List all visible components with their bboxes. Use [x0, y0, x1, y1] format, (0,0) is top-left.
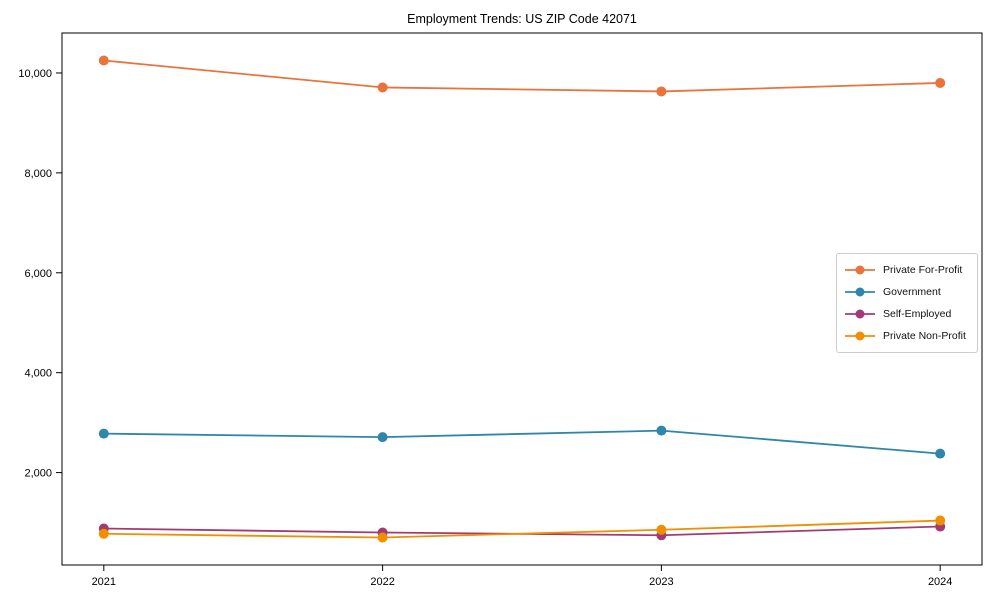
x-tick-label: 2023: [649, 576, 673, 588]
data-point: [98, 428, 109, 439]
legend-item: Private Non-Profit: [845, 325, 969, 347]
legend-label: Government: [883, 286, 941, 298]
legend-label: Private For-Profit: [883, 264, 963, 276]
data-point: [377, 532, 388, 543]
data-point: [377, 432, 388, 443]
x-tick-label: 2021: [92, 576, 116, 588]
legend-label: Self-Employed: [883, 308, 952, 320]
data-point: [98, 528, 109, 539]
data-point: [377, 82, 388, 93]
y-tick-label: 10,000: [18, 68, 52, 80]
series-line: [103, 519, 941, 539]
y-tick-label: 6,000: [24, 268, 52, 280]
data-point: [656, 425, 667, 436]
y-tick-label: 4,000: [24, 368, 52, 380]
legend-item: Government: [845, 281, 969, 303]
legend-marker-icon: [845, 265, 875, 275]
legend-item: Private For-Profit: [845, 259, 969, 281]
data-point: [935, 515, 946, 526]
y-tick-label: 2,000: [24, 468, 52, 480]
legend-marker-icon: [845, 309, 875, 319]
y-tick-label: 8,000: [24, 168, 52, 180]
plot-frame: [61, 32, 983, 566]
data-point: [935, 448, 946, 459]
data-point: [656, 86, 667, 97]
data-point: [935, 77, 946, 88]
legend-marker-icon: [845, 331, 875, 341]
legend: Private For-Profit Government Self-Employe…: [836, 253, 978, 353]
legend-item: Self-Employed: [845, 303, 969, 325]
legend-marker-icon: [845, 287, 875, 297]
x-tick-label: 2024: [928, 576, 952, 588]
data-point: [98, 55, 109, 66]
data-point: [656, 524, 667, 535]
x-tick-label: 2022: [370, 576, 394, 588]
chart-title: Employment Trends: US ZIP Code 42071: [407, 12, 637, 26]
series-line: [103, 429, 941, 455]
legend-label: Private Non-Profit: [883, 330, 966, 342]
series-line: [103, 59, 941, 93]
